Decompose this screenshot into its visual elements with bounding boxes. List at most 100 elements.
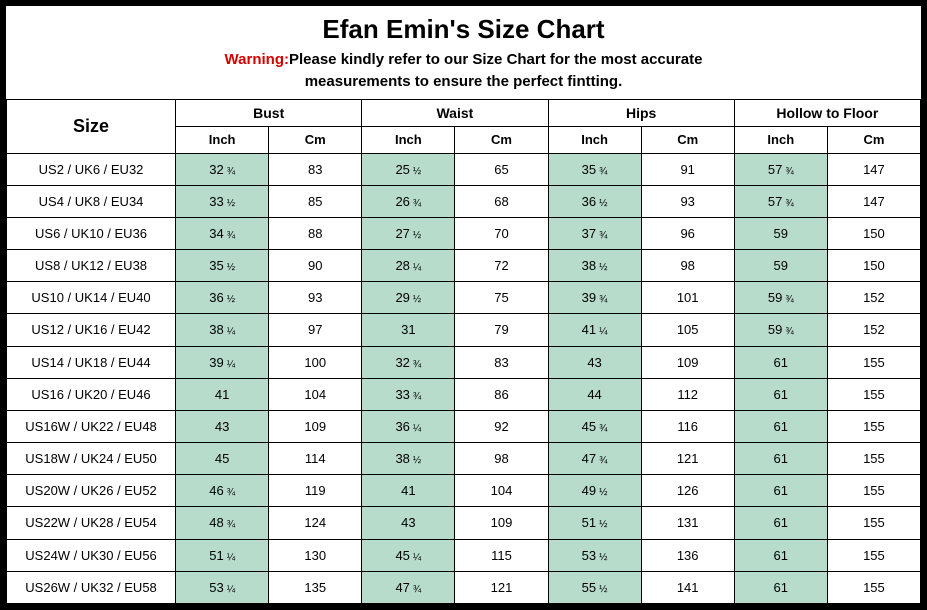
cm-cell: 96 — [641, 217, 734, 249]
cm-cell: 92 — [455, 410, 548, 442]
size-cell: US2 / UK6 / EU32 — [7, 153, 176, 185]
cm-cell: 83 — [455, 346, 548, 378]
table-row: US10 / UK14 / EU4036½9329½7539¾10159¾152 — [7, 282, 921, 314]
table-row: US6 / UK10 / EU3634¾8827½7037¾9659150 — [7, 217, 921, 249]
inch-cell: 61 — [734, 410, 827, 442]
inch-cell: 28¼ — [362, 250, 455, 282]
inch-cell: 38½ — [362, 443, 455, 475]
inch-cell: 31 — [362, 314, 455, 346]
inch-cell: 25½ — [362, 153, 455, 185]
inch-cell: 35¾ — [548, 153, 641, 185]
cm-cell: 155 — [827, 410, 920, 442]
inch-cell: 47¾ — [362, 571, 455, 603]
inch-cell: 36½ — [176, 282, 269, 314]
cm-cell: 100 — [269, 346, 362, 378]
inch-cell: 33½ — [176, 185, 269, 217]
cm-cell: 104 — [269, 378, 362, 410]
cm-cell: 150 — [827, 217, 920, 249]
cm-cell: 135 — [269, 571, 362, 603]
inch-cell: 33¾ — [362, 378, 455, 410]
table-row: US16 / UK20 / EU464110433¾864411261155 — [7, 378, 921, 410]
cm-cell: 119 — [269, 475, 362, 507]
size-cell: US16 / UK20 / EU46 — [7, 378, 176, 410]
table-row: US12 / UK16 / EU4238¼97317941¼10559¾152 — [7, 314, 921, 346]
table-row: US16W / UK22 / EU484310936¼9245¾11661155 — [7, 410, 921, 442]
cm-cell: 147 — [827, 185, 920, 217]
hips-inch-header: Inch — [548, 126, 641, 153]
inch-cell: 43 — [548, 346, 641, 378]
cm-cell: 152 — [827, 314, 920, 346]
size-cell: US26W / UK32 / EU58 — [7, 571, 176, 603]
inch-cell: 57¾ — [734, 153, 827, 185]
inch-cell: 37¾ — [548, 217, 641, 249]
inch-cell: 61 — [734, 539, 827, 571]
bust-inch-header: Inch — [176, 126, 269, 153]
size-cell: US22W / UK28 / EU54 — [7, 507, 176, 539]
size-cell: US6 / UK10 / EU36 — [7, 217, 176, 249]
inch-cell: 44 — [548, 378, 641, 410]
size-header: Size — [7, 99, 176, 153]
cm-cell: 93 — [641, 185, 734, 217]
inch-cell: 51½ — [548, 507, 641, 539]
size-cell: US16W / UK22 / EU48 — [7, 410, 176, 442]
inch-cell: 59¾ — [734, 314, 827, 346]
cm-cell: 75 — [455, 282, 548, 314]
size-chart-table: Size Bust Waist Hips Hollow to Floor Inc… — [6, 99, 921, 605]
size-cell: US10 / UK14 / EU40 — [7, 282, 176, 314]
cm-cell: 88 — [269, 217, 362, 249]
cm-cell: 98 — [455, 443, 548, 475]
inch-cell: 59¾ — [734, 282, 827, 314]
size-cell: US20W / UK26 / EU52 — [7, 475, 176, 507]
cm-cell: 155 — [827, 475, 920, 507]
htf-inch-header: Inch — [734, 126, 827, 153]
inch-cell: 45¼ — [362, 539, 455, 571]
inch-cell: 53¼ — [176, 571, 269, 603]
inch-cell: 47¾ — [548, 443, 641, 475]
inch-cell: 59 — [734, 217, 827, 249]
cm-cell: 147 — [827, 153, 920, 185]
cm-cell: 121 — [641, 443, 734, 475]
cm-cell: 141 — [641, 571, 734, 603]
size-cell: US4 / UK8 / EU34 — [7, 185, 176, 217]
table-row: US2 / UK6 / EU3232¾8325½6535¾9157¾147 — [7, 153, 921, 185]
cm-cell: 70 — [455, 217, 548, 249]
size-cell: US8 / UK12 / EU38 — [7, 250, 176, 282]
inch-cell: 32¾ — [176, 153, 269, 185]
table-row: US20W / UK26 / EU5246¾1194110449½1266115… — [7, 475, 921, 507]
table-row: US14 / UK18 / EU4439¼10032¾834310961155 — [7, 346, 921, 378]
table-row: US4 / UK8 / EU3433½8526¾6836½9357¾147 — [7, 185, 921, 217]
inch-cell: 39¾ — [548, 282, 641, 314]
cm-cell: 126 — [641, 475, 734, 507]
size-cell: US12 / UK16 / EU42 — [7, 314, 176, 346]
cm-cell: 79 — [455, 314, 548, 346]
cm-cell: 93 — [269, 282, 362, 314]
inch-cell: 43 — [362, 507, 455, 539]
inch-cell: 45 — [176, 443, 269, 475]
cm-cell: 155 — [827, 443, 920, 475]
cm-cell: 131 — [641, 507, 734, 539]
inch-cell: 32¾ — [362, 346, 455, 378]
cm-cell: 72 — [455, 250, 548, 282]
inch-cell: 49½ — [548, 475, 641, 507]
cm-cell: 105 — [641, 314, 734, 346]
inch-cell: 36½ — [548, 185, 641, 217]
cm-cell: 155 — [827, 539, 920, 571]
header: Efan Emin's Size Chart Warning:Please ki… — [6, 6, 921, 99]
inch-cell: 59 — [734, 250, 827, 282]
cm-cell: 97 — [269, 314, 362, 346]
cm-cell: 91 — [641, 153, 734, 185]
htf-cm-header: Cm — [827, 126, 920, 153]
chart-title: Efan Emin's Size Chart — [16, 14, 911, 45]
cm-cell: 83 — [269, 153, 362, 185]
inch-cell: 26¾ — [362, 185, 455, 217]
inch-cell: 46¾ — [176, 475, 269, 507]
warning-line-2: measurements to ensure the perfect fintt… — [305, 73, 623, 90]
inch-cell: 29½ — [362, 282, 455, 314]
cm-cell: 150 — [827, 250, 920, 282]
hips-cm-header: Cm — [641, 126, 734, 153]
cm-cell: 90 — [269, 250, 362, 282]
inch-cell: 61 — [734, 443, 827, 475]
inch-cell: 53½ — [548, 539, 641, 571]
waist-header: Waist — [362, 99, 548, 126]
inch-cell: 36¼ — [362, 410, 455, 442]
